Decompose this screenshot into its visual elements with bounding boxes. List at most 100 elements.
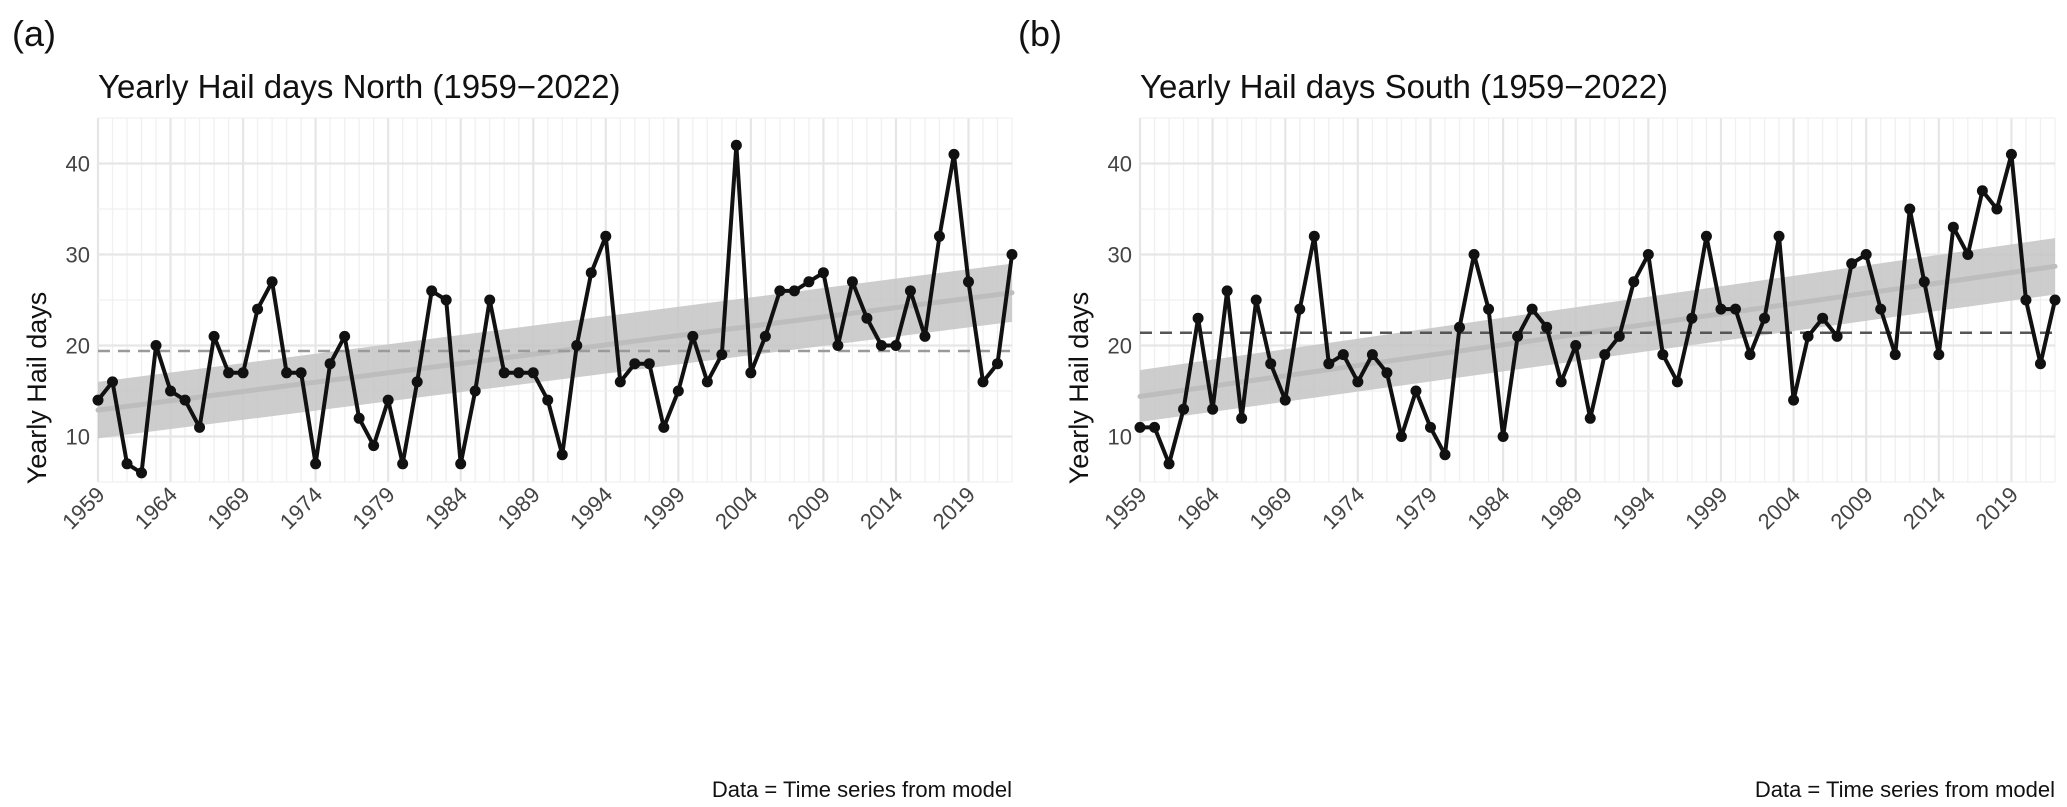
data-point (1308, 230, 1320, 242)
data-point (237, 367, 249, 379)
data-point (1976, 185, 1988, 197)
data-point (788, 285, 800, 297)
x-tick-label: 1999 (1680, 482, 1732, 534)
series-layer (96, 143, 1014, 475)
x-tick-label: 1964 (1172, 482, 1224, 534)
x-ticks: 1959 1964 1969 1974 1979 1984 1989 1994 1999 2004… (57, 482, 980, 534)
data-point (1221, 285, 1233, 297)
data-point (1163, 458, 1175, 470)
data-point (179, 394, 191, 406)
data-point (803, 276, 815, 288)
x-tick-label: 1994 (1608, 482, 1660, 534)
x-tick-label: 1984 (420, 482, 472, 534)
series-layer (1140, 152, 2057, 466)
data-point (208, 330, 220, 342)
data-point (730, 139, 742, 151)
x-tick-label: 2004 (1753, 482, 1805, 534)
data-point (440, 294, 452, 306)
data-point (1599, 349, 1611, 361)
data-point (614, 376, 626, 388)
data-point (1483, 303, 1495, 315)
data-point (962, 276, 974, 288)
data-point (1613, 330, 1625, 342)
data-point (1352, 376, 1364, 388)
data-point (890, 340, 902, 351)
data-point (455, 458, 467, 470)
data-point (1250, 294, 1262, 306)
data-point (1715, 303, 1727, 315)
data-point (1512, 330, 1524, 342)
data-point (1729, 303, 1741, 315)
data-point (1918, 276, 1930, 288)
panel-label: (b) (1018, 13, 1062, 54)
data-point (977, 376, 989, 388)
data-point (1671, 376, 1683, 388)
data-point (774, 285, 786, 297)
x-tick-label: 2019 (1971, 482, 2023, 534)
x-tick-label: 1989 (1535, 482, 1587, 534)
x-tick-label: 1979 (1390, 482, 1442, 534)
data-point (745, 367, 757, 379)
y-tick-label: 30 (1108, 243, 1132, 268)
data-point (585, 267, 597, 279)
y-axis-label: Yearly Hail days (1064, 292, 1094, 485)
data-point (107, 376, 119, 388)
data-point (1468, 249, 1480, 260)
y-axis-label: Yearly Hail days (22, 292, 52, 485)
data-point (1149, 421, 1161, 433)
data-point (368, 440, 380, 452)
data-point (1904, 203, 1916, 215)
data-point (121, 458, 133, 470)
data-point (498, 367, 510, 379)
x-tick-label: 2019 (928, 482, 980, 534)
data-point (1802, 330, 1814, 342)
data-point (861, 312, 873, 324)
data-point (629, 358, 641, 370)
x-tick-label: 1969 (202, 482, 254, 534)
data-point (397, 458, 409, 470)
panel-label: (a) (12, 13, 56, 54)
data-point (1424, 421, 1436, 433)
data-point (469, 385, 481, 397)
data-point (1744, 349, 1756, 361)
data-point (571, 340, 583, 351)
data-point (600, 230, 612, 242)
data-point (846, 276, 858, 288)
data-point (310, 458, 322, 470)
data-point (1759, 312, 1771, 324)
data-point (2005, 148, 2017, 160)
data-point (542, 394, 554, 406)
data-point (1686, 312, 1698, 324)
data-point (1875, 303, 1887, 315)
x-tick-label: 1974 (1317, 482, 1369, 534)
data-point (1584, 412, 1596, 424)
data-point (426, 285, 438, 297)
x-tick-label: 1969 (1244, 482, 1296, 534)
data-point (1846, 258, 1858, 270)
points-layer (1134, 148, 2061, 470)
data-point (484, 294, 496, 306)
y-tick-label: 10 (1108, 425, 1132, 450)
series-line (96, 143, 1014, 475)
data-point (2034, 358, 2046, 370)
caption: Data = Time series from model (1755, 777, 2055, 802)
data-point (948, 148, 960, 160)
data-point (1006, 249, 1018, 260)
data-point (904, 285, 916, 297)
trend-layer (95, 290, 1015, 413)
data-point (817, 267, 829, 279)
data-point (991, 358, 1003, 370)
data-point (1439, 449, 1451, 461)
caption: Data = Time series from model (712, 777, 1012, 802)
x-tick-label: 1959 (57, 482, 109, 534)
data-point (324, 358, 336, 370)
data-point (658, 421, 670, 433)
x-tick-label: 1959 (1099, 482, 1151, 534)
data-point (165, 385, 177, 397)
data-point (919, 330, 931, 342)
series-line (1140, 152, 2057, 466)
data-point (1337, 349, 1349, 361)
data-point (1192, 312, 1204, 324)
x-tick-label: 2014 (855, 482, 907, 534)
